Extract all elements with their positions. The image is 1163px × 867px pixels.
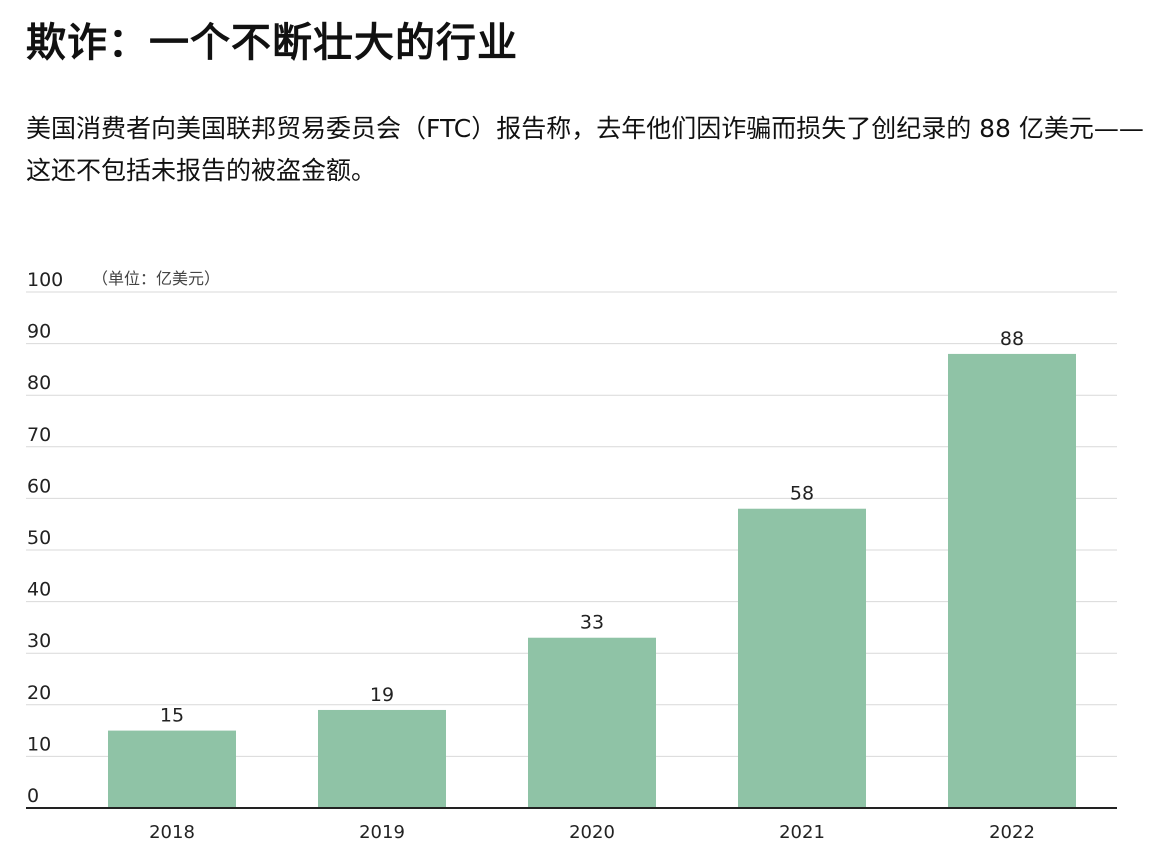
y-tick-label: 10 xyxy=(27,733,51,755)
x-tick-label-2022: 2022 xyxy=(989,822,1035,843)
data-labels: 15 19 33 58 88 xyxy=(160,328,1024,727)
x-tick-label-2021: 2021 xyxy=(779,822,825,843)
x-axis-ticks: 2018 2019 2020 2021 2022 xyxy=(149,822,1035,843)
data-label-2018: 15 xyxy=(160,705,184,727)
bar-2020 xyxy=(528,637,656,808)
bar-2022 xyxy=(948,353,1076,808)
y-tick-label: 40 xyxy=(27,579,51,601)
chart-title: 欺诈：一个不断壮大的行业 xyxy=(26,20,518,66)
y-tick-label: 60 xyxy=(27,475,51,497)
y-tick-label: 50 xyxy=(27,527,51,549)
y-tick-label: 80 xyxy=(27,372,51,394)
chart-subtitle: 美国消费者向美国联邦贸易委员会（FTC）报告称，去年他们因诈骗而损失了创纪录的 … xyxy=(26,114,1144,185)
y-tick-label: 70 xyxy=(27,424,51,446)
data-label-2020: 33 xyxy=(580,612,604,634)
bars xyxy=(108,353,1076,808)
y-tick-label: 100 xyxy=(27,269,63,291)
unit-label: （单位：亿美元） xyxy=(92,269,221,288)
y-tick-label: 30 xyxy=(27,630,51,652)
data-label-2022: 88 xyxy=(1000,328,1024,350)
bar-2019 xyxy=(318,709,446,808)
y-tick-label: 0 xyxy=(27,785,39,807)
x-tick-label-2019: 2019 xyxy=(359,822,405,843)
x-tick-label-2018: 2018 xyxy=(149,822,195,843)
data-label-2019: 19 xyxy=(370,684,394,706)
bar-2018 xyxy=(108,730,236,808)
bar-2021 xyxy=(738,508,866,808)
y-tick-label: 20 xyxy=(27,682,51,704)
x-tick-label-2020: 2020 xyxy=(569,822,615,843)
y-tick-label: 90 xyxy=(27,321,51,343)
data-label-2021: 58 xyxy=(790,483,814,505)
y-axis-ticks: 0 10 20 30 40 50 60 70 80 90 100 xyxy=(27,269,63,807)
